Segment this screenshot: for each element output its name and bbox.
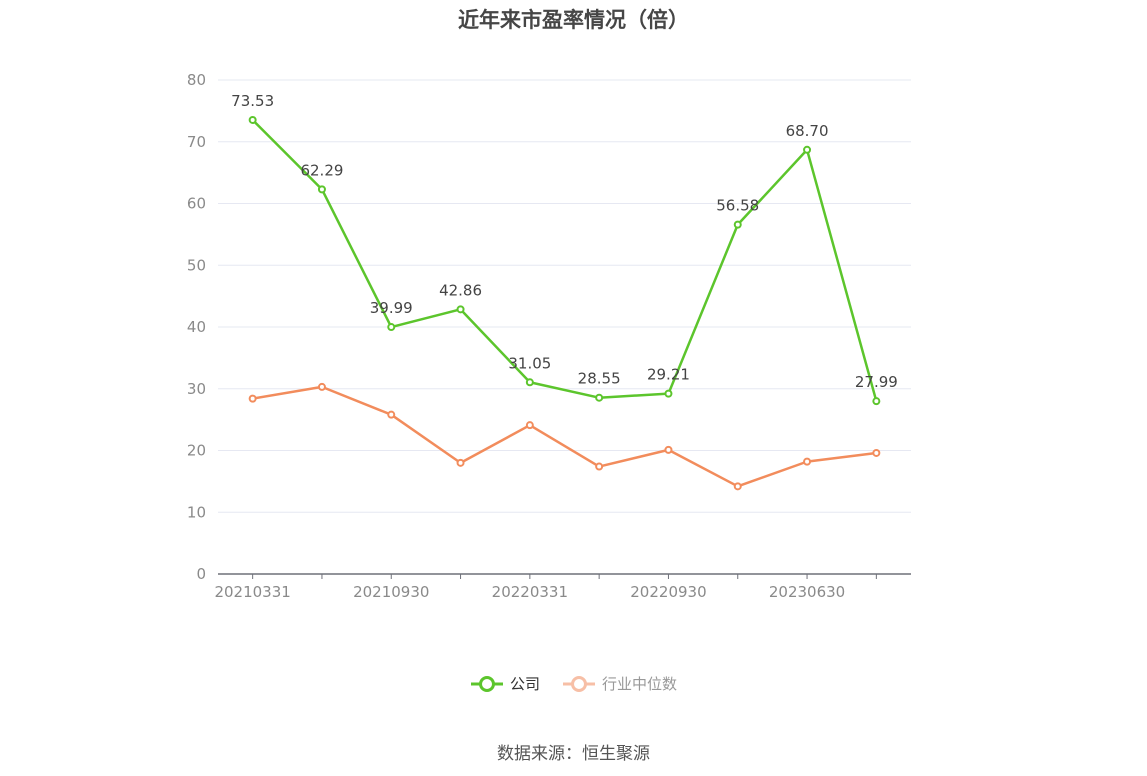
- data-source: 数据来源：恒生聚源: [497, 744, 650, 764]
- y-tick-label: 40: [187, 318, 206, 336]
- series-layer: [248, 115, 881, 491]
- data-point-company: [248, 115, 257, 124]
- y-tick-label: 60: [187, 195, 206, 213]
- y-tick-label: 70: [187, 133, 206, 151]
- data-label: 27.99: [855, 373, 898, 391]
- grid-lines: [218, 79, 911, 513]
- legend-item-company[interactable]: 公司: [470, 673, 540, 694]
- data-label: 28.55: [578, 370, 621, 388]
- legend: 公司 行业中位数: [0, 673, 1147, 694]
- data-label: 39.99: [370, 299, 413, 317]
- x-tick-label: 20210930: [353, 583, 429, 601]
- data-point-company: [664, 389, 673, 398]
- data-point-industry: [248, 394, 257, 403]
- data-label: 56.58: [716, 197, 759, 215]
- y-tick-label: 0: [196, 565, 206, 583]
- data-point-company: [387, 323, 396, 332]
- x-tick-label: 20210331: [214, 583, 290, 601]
- data-point-industry: [387, 410, 396, 419]
- y-tick-label: 30: [187, 380, 206, 398]
- data-point-company: [733, 220, 742, 229]
- axes: 0 10 20 30 40 50 60 70 80 20210331 20210930 2022033…: [187, 71, 911, 601]
- legend-label-industry: 行业中位数: [602, 675, 678, 693]
- legend-label-company: 公司: [509, 675, 540, 693]
- data-label: 73.53: [231, 92, 274, 110]
- x-tick-label: 20230630: [769, 583, 845, 601]
- data-point-industry: [733, 482, 742, 491]
- y-tick-label: 10: [187, 503, 206, 521]
- legend-item-industry[interactable]: 行业中位数: [562, 673, 677, 694]
- data-labels: 73.53 62.29 39.99 42.86 31.05 28.55 29.21 56.58…: [231, 92, 898, 391]
- data-label: 29.21: [647, 366, 690, 384]
- x-tick-label: 20220930: [630, 583, 706, 601]
- data-point-company: [872, 397, 881, 406]
- data-label: 42.86: [439, 281, 482, 299]
- y-tick-label: 20: [187, 442, 206, 460]
- data-point-company: [525, 378, 534, 387]
- data-point-industry: [664, 445, 673, 454]
- series-line-company: [251, 119, 878, 402]
- series-line-industry: [252, 385, 877, 488]
- data-label: 68.70: [786, 122, 829, 140]
- data-label: 31.05: [508, 354, 551, 372]
- data-point-industry: [803, 457, 812, 466]
- data-point-industry: [525, 421, 534, 430]
- data-point-company: [803, 145, 812, 154]
- x-tick-label: 20220331: [492, 583, 568, 601]
- data-point-industry: [456, 458, 465, 467]
- y-tick-label: 50: [187, 256, 206, 274]
- data-point-company: [595, 393, 604, 402]
- industry-legend-icon: [563, 675, 595, 692]
- data-point-company: [317, 185, 326, 194]
- data-label: 62.29: [300, 161, 343, 179]
- y-tick-label: 80: [187, 71, 206, 89]
- company-legend-icon: [470, 675, 503, 692]
- chart-title: 近年来市盈率情况（倍）: [458, 8, 689, 32]
- data-point-industry: [595, 462, 604, 471]
- data-point-company: [456, 305, 465, 314]
- data-point-industry: [317, 382, 326, 391]
- data-point-industry: [872, 448, 881, 457]
